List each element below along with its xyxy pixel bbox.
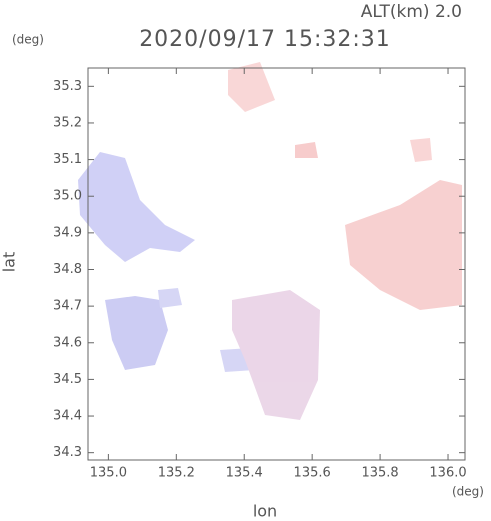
x-tick-label: 135.6 (294, 466, 331, 481)
y-tick-label: 34.3 (53, 445, 82, 460)
y-tick-label: 35.3 (53, 79, 82, 94)
y-tick-label: 34.7 (53, 299, 82, 314)
y-tick-label: 34.6 (53, 335, 82, 350)
y-unit: (deg) (12, 33, 44, 47)
y-tick-label: 34.4 (53, 409, 82, 424)
y-tick-label: 35.2 (53, 115, 82, 130)
echo-region (105, 296, 168, 370)
echo-region (78, 152, 195, 262)
x-tick-label: 135.2 (158, 466, 195, 481)
y-tick-label: 34.8 (53, 262, 82, 277)
x-unit: (deg) (452, 485, 484, 499)
echo-region (295, 142, 318, 158)
y-tick-label: 35.0 (53, 189, 82, 204)
x-axis-label: lon (253, 502, 277, 521)
y-tick-label: 34.9 (53, 225, 82, 240)
x-tick-label: 136.0 (429, 466, 466, 481)
y-axis-label: lat (0, 252, 19, 273)
y-tick-label: 34.5 (53, 372, 82, 387)
plot-frame (87, 67, 466, 461)
x-tick-label: 135.0 (90, 466, 127, 481)
echo-region (410, 138, 432, 162)
chart-title: 2020/09/17 15:32:31 (139, 27, 391, 52)
x-tick-label: 135.8 (361, 466, 398, 481)
altitude: ALT(km) 2.0 (361, 2, 462, 22)
x-tick-label: 135.4 (226, 466, 263, 481)
echoes (78, 62, 462, 420)
echo-region (228, 62, 275, 112)
echo-region (232, 290, 320, 420)
echo-region (158, 288, 182, 308)
echo-region (345, 180, 462, 310)
y-tick-label: 35.1 (53, 152, 82, 167)
